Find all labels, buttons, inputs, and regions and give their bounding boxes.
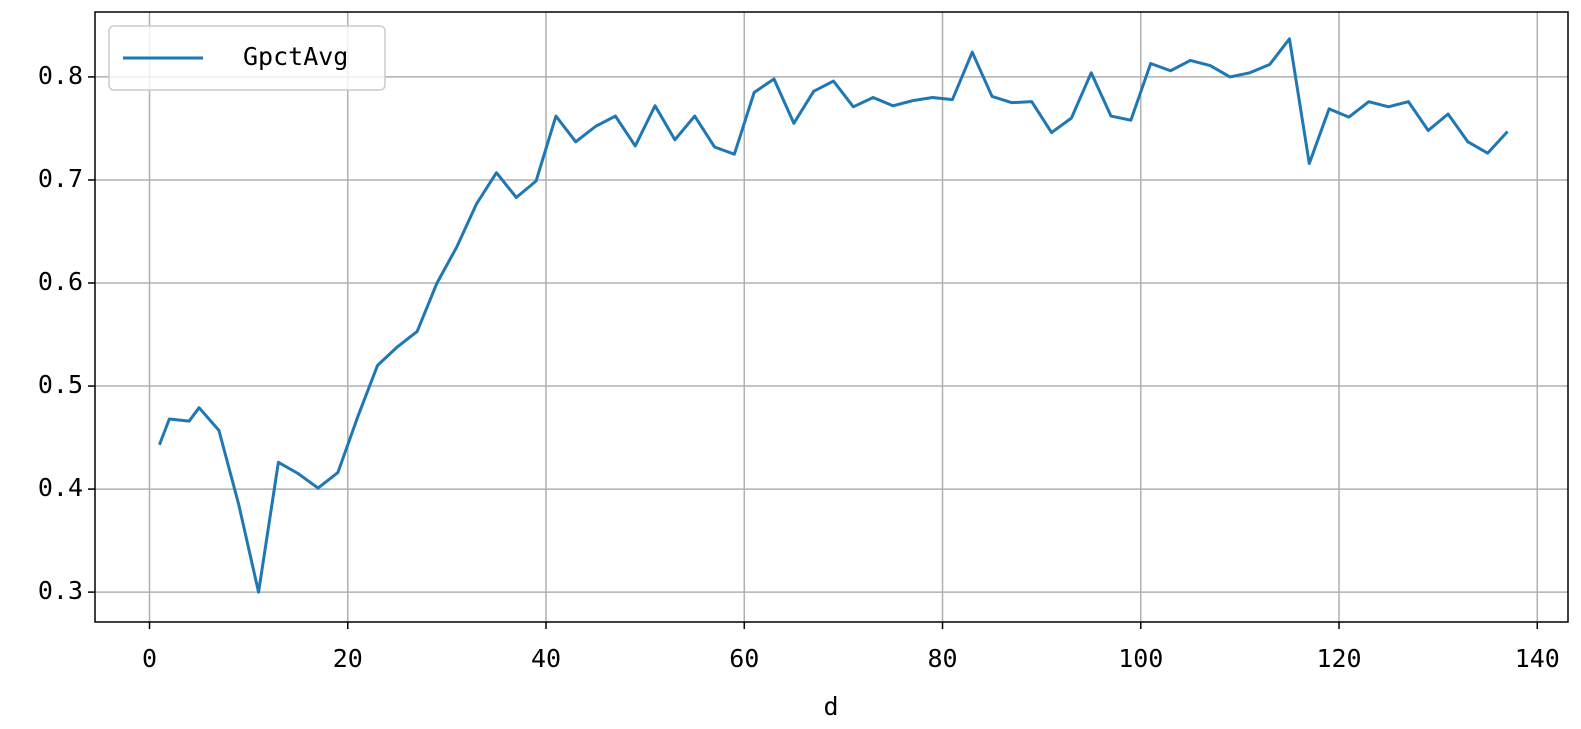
plot-frame: [94, 11, 1569, 623]
x-tick-label: 120: [1316, 644, 1361, 673]
x-axis-label: d: [823, 692, 838, 721]
x-tick-label: 40: [531, 644, 561, 673]
y-tick-label: 0.4: [38, 473, 83, 502]
y-tick-label: 0.3: [38, 576, 83, 605]
legend-label: GpctAvg: [243, 42, 348, 71]
y-tick-label: 0.6: [38, 267, 83, 296]
x-tick-label: 60: [729, 644, 759, 673]
x-tick-label: 20: [333, 644, 363, 673]
y-tick-label: 0.8: [38, 61, 83, 90]
legend-box: [108, 25, 386, 91]
x-tick-label: 140: [1515, 644, 1560, 673]
line: [158, 37, 1509, 594]
x-tick-label: 100: [1118, 644, 1163, 673]
y-tick-label: 0.7: [38, 164, 83, 193]
x-tick-label: 80: [927, 644, 957, 673]
x-tick-label: 0: [142, 644, 157, 673]
y-tick-label: 0.5: [38, 370, 83, 399]
